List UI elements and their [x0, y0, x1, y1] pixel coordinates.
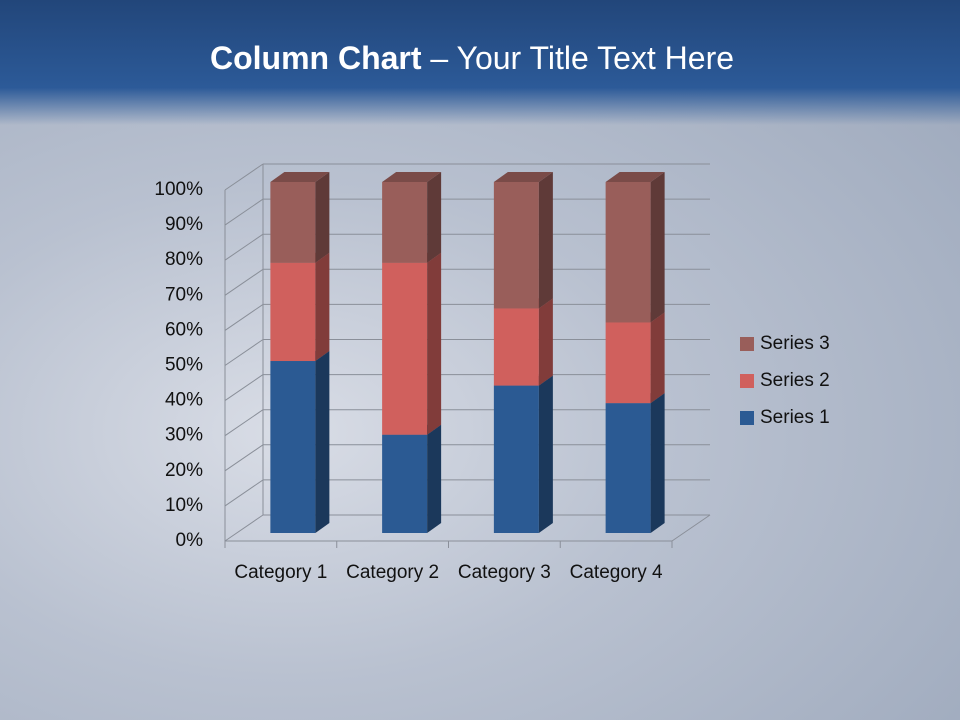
- bar-segment: [270, 351, 330, 533]
- side-grid-line: [224, 339, 264, 366]
- bar-side: [650, 393, 665, 533]
- x-tick-label: Category 3: [457, 562, 551, 583]
- bar-side: [538, 298, 553, 386]
- bar-side: [315, 252, 330, 362]
- bar-front: [382, 434, 428, 533]
- bar-segment: [605, 393, 665, 533]
- bar-segment: [270, 252, 330, 362]
- bar-front: [493, 182, 539, 309]
- side-grid-line: [224, 374, 264, 402]
- floor-right-edge: [671, 514, 711, 542]
- bar-segment: [382, 172, 442, 263]
- side-grid-line: [224, 268, 264, 296]
- bar-side: [538, 172, 553, 309]
- y-tick-label: 50%: [165, 355, 203, 376]
- bar-side: [427, 252, 442, 435]
- side-grid-line: [224, 303, 264, 331]
- x-tick-label: Category 2: [346, 562, 440, 583]
- y-tick-label: 0%: [176, 530, 204, 551]
- bar-front: [270, 262, 316, 362]
- bar-top: [605, 172, 665, 182]
- legend-label: Series 3: [760, 333, 830, 354]
- side-grid-line: [224, 163, 264, 191]
- y-tick-label: 100%: [154, 179, 203, 200]
- bar-side: [427, 172, 442, 263]
- bar-front: [605, 403, 651, 533]
- title-bold: Column Chart: [209, 40, 422, 76]
- bar-front: [493, 308, 539, 386]
- title-bar: [0, 0, 960, 125]
- slide-title: Column Chart – Your Title Text Here: [0, 40, 944, 77]
- y-tick-label: 10%: [165, 495, 203, 516]
- bar-top: [382, 172, 442, 182]
- y-tick-label: 20%: [165, 460, 203, 481]
- bar-segment: [382, 252, 442, 435]
- y-tick-label: 70%: [165, 284, 203, 305]
- bar-front: [605, 182, 651, 323]
- legend-swatch: [740, 411, 754, 425]
- title-rest: – Your Title Text Here: [430, 40, 735, 76]
- bar-segment: [605, 172, 665, 323]
- side-grid-line: [224, 444, 264, 472]
- legend-swatch: [740, 374, 754, 388]
- legend-label: Series 1: [760, 407, 830, 428]
- y-tick-label: 90%: [165, 214, 203, 235]
- bar-segment: [493, 298, 553, 386]
- y-tick-label: 30%: [165, 425, 203, 446]
- bar-side: [650, 312, 665, 404]
- bar-front: [493, 385, 539, 533]
- side-grid-line: [224, 514, 264, 542]
- side-grid-line: [224, 233, 264, 261]
- bar-segment: [493, 172, 553, 309]
- bar-front: [382, 262, 428, 435]
- bar-segment: [382, 424, 442, 533]
- y-tick-label: 80%: [165, 249, 203, 270]
- bar-top: [493, 172, 553, 182]
- side-grid-line: [224, 479, 264, 507]
- x-tick-label: Category 4: [569, 562, 663, 583]
- bar-front: [382, 182, 428, 263]
- bar-top: [270, 172, 330, 182]
- bar-side: [650, 172, 665, 323]
- bar-front: [605, 322, 651, 404]
- bar-side: [315, 351, 330, 533]
- legend-swatch: [740, 337, 754, 351]
- legend-label: Series 2: [760, 370, 830, 391]
- y-tick-label: 60%: [165, 319, 203, 340]
- bar-front: [270, 182, 316, 263]
- x-tick-label: Category 1: [234, 562, 328, 583]
- bar-side: [538, 375, 553, 533]
- bar-segment: [605, 312, 665, 404]
- side-grid-line: [224, 409, 264, 437]
- bar-front: [270, 361, 316, 533]
- bar-side: [315, 172, 330, 263]
- side-grid-line: [224, 198, 264, 226]
- bar-side: [427, 424, 442, 533]
- bar-segment: [270, 172, 330, 263]
- bar-segment: [493, 375, 553, 533]
- y-tick-label: 40%: [165, 390, 203, 411]
